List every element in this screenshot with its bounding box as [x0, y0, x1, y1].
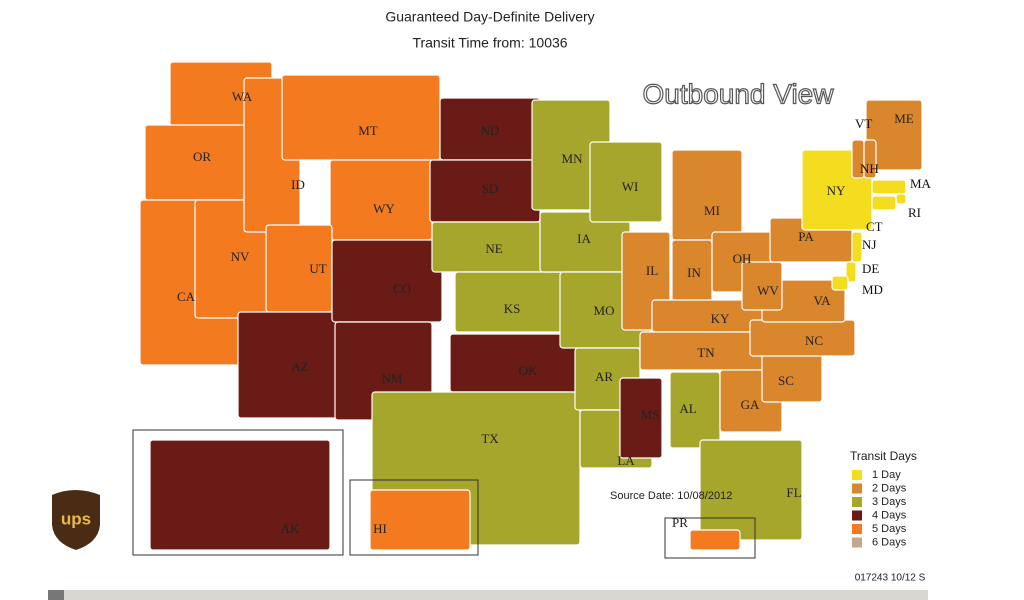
state-label: SC: [778, 373, 794, 388]
state-label: WV: [757, 283, 779, 298]
state-shape: [671, 149, 743, 241]
state-label: NV: [231, 249, 250, 264]
legend-swatch: [852, 537, 862, 548]
state-label: IN: [687, 265, 701, 280]
state-label: MT: [358, 123, 378, 138]
state-shape: [871, 195, 897, 211]
state-label: SD: [482, 181, 499, 196]
state-shape: [831, 275, 849, 291]
state-label: VT: [855, 116, 872, 131]
state-label: OR: [193, 149, 211, 164]
state-label: NJ: [862, 237, 876, 252]
source-date: Source Date: 10/08/2012: [610, 490, 732, 502]
state-label: NH: [860, 161, 879, 176]
state-label: CA: [177, 289, 196, 304]
legend-swatch: [852, 524, 862, 534]
state-shape: [699, 439, 803, 541]
state-label: UT: [309, 261, 326, 276]
state-shape: [741, 261, 783, 311]
state-shape: [865, 99, 923, 171]
state-shape: [331, 239, 443, 323]
legend-label: 2 Days: [872, 482, 907, 494]
state-label: AK: [281, 521, 300, 536]
state-label: PR: [672, 515, 688, 530]
legend-title: Transit Days: [850, 449, 917, 463]
state-label: ND: [481, 123, 500, 138]
state-label: NY: [827, 183, 846, 198]
state-label: AZ: [291, 359, 308, 374]
bottom-strip: [48, 590, 928, 600]
state-label: TX: [481, 431, 499, 446]
state-label: RI: [908, 205, 921, 220]
state-label: CO: [393, 281, 411, 296]
legend-swatch: [852, 497, 862, 507]
state-shape: [863, 139, 877, 179]
state-label: IA: [577, 231, 591, 246]
state-label: MS: [641, 407, 660, 422]
state-label: VA: [813, 293, 831, 308]
state-shape: [871, 179, 907, 195]
state-shape: [851, 231, 863, 263]
state-label: NC: [805, 333, 823, 348]
alaska-inset: [132, 429, 344, 556]
state-shape: [589, 141, 663, 223]
state-label: MA: [910, 176, 932, 191]
state-label: MN: [562, 151, 584, 166]
state-label: IL: [646, 263, 658, 278]
state-shape: [619, 377, 663, 459]
state-label: KS: [504, 301, 521, 316]
state-label: MI: [704, 203, 720, 218]
legend-swatch: [852, 483, 862, 494]
state-map: WA OR CA NV ID MT WY UT AZ CO NM ND SD NE KS OK TX MN IA MO…: [139, 61, 932, 551]
state-label: AR: [595, 369, 613, 384]
state-label: WY: [373, 201, 395, 216]
hawaii-inset: [349, 479, 479, 556]
state-label: OH: [733, 251, 752, 266]
state-label: OK: [519, 363, 538, 378]
state-label: GA: [741, 397, 760, 412]
title: Guaranteed Day-Definite Delivery: [385, 9, 594, 25]
state-shape: [749, 319, 856, 357]
state-label: PA: [798, 229, 814, 244]
legend-label: 3 Days: [872, 496, 907, 508]
state-label: NE: [485, 241, 502, 256]
subtitle: Transit Time from: 10036: [412, 35, 567, 51]
state-label: DE: [862, 261, 879, 276]
legend-label: 6 Days: [872, 536, 907, 548]
state-shape: [845, 261, 857, 283]
legend-label: 5 Days: [872, 523, 907, 535]
form-code: 017243 10/12 S: [855, 573, 926, 584]
state-shape: [281, 74, 441, 161]
ups-logo: [52, 490, 100, 550]
legend-label: 1 Day: [872, 469, 901, 481]
state-shape: [895, 193, 907, 205]
view-label: Outbound View: [643, 78, 835, 109]
state-shape: [237, 311, 341, 419]
state-shape: [689, 529, 741, 551]
state-label: HI: [373, 521, 387, 536]
state-label: AL: [679, 401, 696, 416]
state-label: LA: [617, 453, 635, 468]
state-shape: [369, 489, 471, 551]
state-label: NM: [382, 371, 403, 386]
state-label: MD: [862, 282, 883, 297]
state-label: WI: [622, 179, 639, 194]
puerto-rico-inset: [664, 517, 756, 559]
legend-label: 4 Days: [872, 509, 907, 521]
state-shape: [149, 439, 331, 551]
state-label: MO: [594, 303, 615, 318]
state-label: KY: [711, 311, 730, 326]
state-label: WA: [232, 89, 253, 104]
bottom-strip-tab: [48, 590, 64, 600]
legend-swatch: [852, 470, 862, 480]
state-label: FL: [786, 485, 801, 500]
state-label: ID: [291, 177, 305, 192]
state-label: CT: [866, 219, 883, 234]
legend-swatch: [852, 510, 862, 521]
logo-text: ups: [61, 509, 91, 528]
state-label: TN: [697, 345, 715, 360]
state-label: ME: [894, 111, 914, 126]
